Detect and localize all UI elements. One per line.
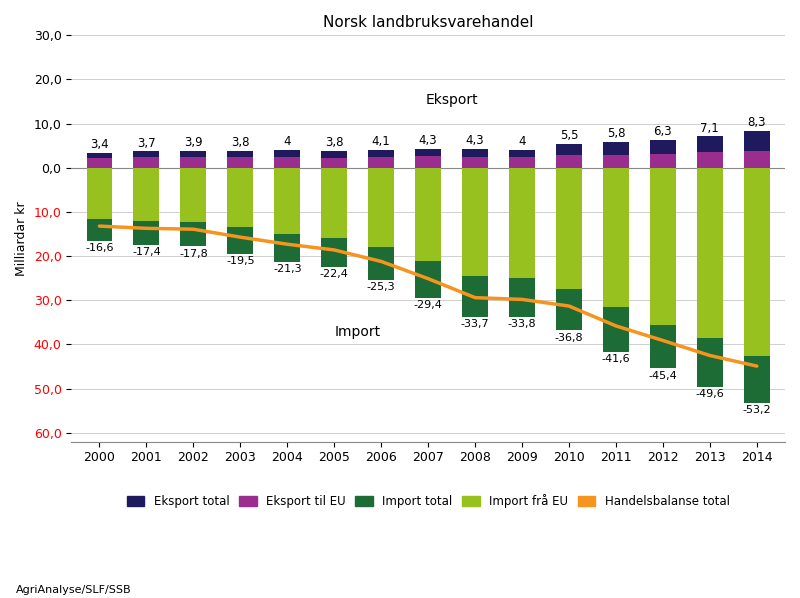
Text: -33,8: -33,8: [508, 319, 536, 329]
Text: -45,4: -45,4: [649, 371, 678, 380]
Text: 4,3: 4,3: [466, 134, 485, 147]
Text: -25,3: -25,3: [367, 282, 395, 292]
Bar: [697, 338, 722, 387]
Bar: [415, 261, 441, 298]
Bar: [227, 168, 254, 227]
Bar: [603, 168, 629, 307]
Bar: [134, 157, 159, 168]
Bar: [322, 237, 347, 267]
Bar: [603, 142, 629, 154]
Bar: [368, 150, 394, 157]
Text: 3,9: 3,9: [184, 136, 202, 149]
Bar: [274, 157, 300, 168]
Bar: [368, 168, 394, 248]
Bar: [462, 276, 488, 316]
Bar: [134, 168, 159, 221]
Bar: [697, 152, 722, 168]
Bar: [509, 150, 535, 157]
Y-axis label: Milliardar kr: Milliardar kr: [15, 201, 28, 276]
Text: 7,1: 7,1: [701, 122, 719, 135]
Bar: [650, 154, 676, 168]
Text: 3,8: 3,8: [325, 136, 343, 150]
Bar: [86, 168, 112, 219]
Bar: [86, 158, 112, 168]
Bar: [227, 157, 254, 168]
Text: -53,2: -53,2: [742, 405, 771, 415]
Text: -22,4: -22,4: [320, 269, 349, 279]
Bar: [556, 289, 582, 330]
Bar: [650, 325, 676, 368]
Bar: [509, 157, 535, 168]
Bar: [86, 219, 112, 241]
Bar: [181, 168, 206, 222]
Text: -29,4: -29,4: [414, 300, 442, 310]
Text: 5,8: 5,8: [606, 127, 626, 141]
Bar: [509, 168, 535, 278]
Text: 6,3: 6,3: [654, 125, 672, 138]
Bar: [322, 168, 347, 237]
Bar: [227, 151, 254, 157]
Text: 4: 4: [283, 135, 291, 148]
Bar: [556, 168, 582, 289]
Bar: [322, 158, 347, 168]
Bar: [322, 151, 347, 158]
Bar: [415, 168, 441, 261]
Text: AgriAnalyse/SLF/SSB: AgriAnalyse/SLF/SSB: [16, 585, 132, 595]
Text: 5,5: 5,5: [560, 129, 578, 142]
Bar: [697, 136, 722, 152]
Text: -16,6: -16,6: [86, 243, 114, 254]
Bar: [181, 222, 206, 246]
Bar: [134, 221, 159, 245]
Text: -19,5: -19,5: [226, 256, 254, 266]
Bar: [650, 140, 676, 154]
Text: 4,3: 4,3: [419, 134, 438, 147]
Text: -36,8: -36,8: [554, 332, 583, 343]
Bar: [415, 156, 441, 168]
Text: 8,3: 8,3: [747, 117, 766, 129]
Text: -17,8: -17,8: [179, 249, 208, 258]
Bar: [368, 157, 394, 168]
Text: 4,1: 4,1: [372, 135, 390, 148]
Bar: [744, 131, 770, 151]
Bar: [462, 149, 488, 157]
Text: 4: 4: [518, 135, 526, 148]
Text: 3,8: 3,8: [231, 136, 250, 150]
Bar: [509, 278, 535, 317]
Bar: [556, 154, 582, 168]
Bar: [274, 150, 300, 157]
Bar: [697, 168, 722, 338]
Text: Import: Import: [334, 325, 381, 338]
Bar: [227, 227, 254, 254]
Bar: [134, 151, 159, 157]
Bar: [650, 168, 676, 325]
Text: -21,3: -21,3: [273, 264, 302, 274]
Bar: [462, 168, 488, 276]
Text: -49,6: -49,6: [695, 389, 724, 399]
Bar: [274, 168, 300, 234]
Bar: [415, 149, 441, 156]
Text: -41,6: -41,6: [602, 354, 630, 364]
Bar: [744, 151, 770, 168]
Bar: [181, 151, 206, 157]
Text: -33,7: -33,7: [461, 319, 490, 329]
Title: Norsk landbruksvarehandel: Norsk landbruksvarehandel: [323, 15, 534, 30]
Bar: [744, 355, 770, 403]
Bar: [181, 157, 206, 168]
Legend: Eksport total, Eksport til EU, Import total, Import frå EU, Handelsbalanse total: Eksport total, Eksport til EU, Import to…: [122, 490, 734, 513]
Bar: [274, 234, 300, 262]
Text: Eksport: Eksport: [426, 93, 478, 107]
Bar: [462, 157, 488, 168]
Text: 3,4: 3,4: [90, 138, 109, 151]
Bar: [556, 144, 582, 154]
Bar: [603, 154, 629, 168]
Text: 3,7: 3,7: [137, 137, 156, 150]
Text: -17,4: -17,4: [132, 247, 161, 257]
Bar: [744, 168, 770, 355]
Bar: [603, 307, 629, 352]
Bar: [368, 248, 394, 279]
Bar: [86, 153, 112, 158]
